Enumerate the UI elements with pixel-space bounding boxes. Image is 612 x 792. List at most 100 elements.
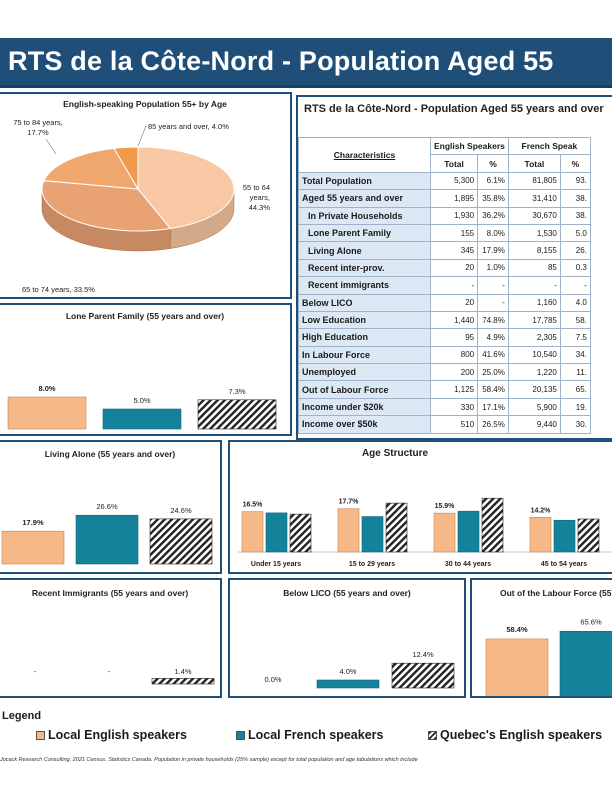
age-bar bbox=[289, 513, 312, 553]
age-bar bbox=[433, 512, 456, 553]
legend-item-french: Local French speakers bbox=[236, 728, 383, 742]
lone-parent-chart: 8.0% 5.0% 7.3% bbox=[7, 384, 277, 430]
cell-english-total: 1,895 bbox=[429, 189, 479, 208]
bar-label: 26.6% bbox=[96, 502, 118, 511]
table-row: In Labour Force 800 41.6% 10,540 34. bbox=[298, 345, 591, 365]
title-bar: RTS de la Côte-Nord - Population Aged 55 bbox=[0, 38, 612, 88]
legend-label-quebec: Quebec's English speakers bbox=[440, 728, 603, 742]
age-bar bbox=[481, 497, 504, 553]
recent-immigrants-chart: - - 1.4% bbox=[34, 667, 215, 685]
age-bar bbox=[385, 502, 408, 553]
legend-swatch-english bbox=[36, 731, 45, 741]
table-header-french: French Speak bbox=[507, 136, 591, 156]
row-label: In Private Households bbox=[298, 206, 431, 225]
table-row: Out of Labour Force 1,125 58.4% 20,135 65. bbox=[298, 380, 591, 399]
age-category-label: 30 to 44 years bbox=[445, 561, 491, 568]
bar-label: - bbox=[34, 667, 37, 676]
cell-english-pct: 8.0% bbox=[477, 223, 509, 243]
cell-english-pct: 41.6% bbox=[477, 345, 509, 365]
age-bar bbox=[241, 511, 264, 553]
cell-english-total: 200 bbox=[429, 363, 479, 382]
age-category-label: 15 to 29 years bbox=[349, 561, 395, 568]
bar-label: 7.3% bbox=[228, 387, 245, 396]
stats-table-panel: RTS de la Côte-Nord - Population Aged 55… bbox=[296, 95, 612, 440]
table-row: Total Population 5,300 6.1% 81,805 93. bbox=[298, 171, 591, 191]
cell-english-total: 5,300 bbox=[429, 171, 479, 191]
age-category-label: Under 15 years bbox=[251, 561, 301, 568]
bar-label: 24.6% bbox=[170, 506, 192, 515]
legend-item-quebec: Quebec's English speakers bbox=[428, 728, 602, 742]
cell-english-pct: 1.0% bbox=[477, 258, 509, 278]
age-bar bbox=[529, 516, 552, 553]
table-row: Recent inter-prov. 20 1.0% 85 0.3 bbox=[298, 258, 591, 278]
cell-english-pct: 17.1% bbox=[477, 397, 509, 417]
bar-label: 4.0% bbox=[339, 667, 356, 676]
row-label: Recent immigrants bbox=[298, 276, 431, 295]
bar bbox=[391, 662, 455, 689]
pie-slice-side-shade bbox=[42, 189, 171, 251]
age-bar bbox=[577, 518, 600, 553]
cell-english-pct: 58.4% bbox=[477, 380, 509, 399]
lone-parent-panel: Lone Parent Family (55 years and over) 8… bbox=[0, 303, 292, 436]
age-bar-label: 17.7% bbox=[339, 499, 360, 506]
row-label: Income under $20k bbox=[298, 397, 431, 417]
pie-slice bbox=[43, 147, 139, 190]
cell-english-total: - bbox=[429, 276, 479, 295]
cell-french-pct: 0.3 bbox=[559, 258, 591, 278]
bar bbox=[7, 396, 87, 430]
bar bbox=[485, 638, 549, 696]
row-label: Total Population bbox=[298, 171, 431, 191]
cell-french-pct: 58. bbox=[559, 310, 591, 330]
stats-table: Characteristics English Speakers French Sp… bbox=[298, 136, 591, 434]
pie-label: 55 to 64 bbox=[243, 183, 270, 192]
cell-english-pct: 6.1% bbox=[477, 171, 509, 191]
recent-immigrants-title: Recent Immigrants (55 years and over) bbox=[31, 588, 189, 598]
cell-french-total: 17,785 bbox=[507, 310, 561, 330]
cell-english-total: 800 bbox=[429, 345, 479, 365]
table-header-characteristics: Characteristics bbox=[298, 137, 431, 173]
pie-label: 17.7% bbox=[27, 128, 49, 137]
table-row: Low Education 1,440 74.8% 17,785 58. bbox=[298, 310, 591, 330]
row-label: Below LICO bbox=[298, 293, 431, 312]
recent-immigrants-panel: Recent Immigrants (55 years and over) --… bbox=[0, 578, 222, 698]
table-subheader: % bbox=[477, 154, 509, 173]
pie-title: English-speaking Population 55+ by Age bbox=[63, 99, 227, 109]
cell-french-pct: 4.0 bbox=[559, 293, 591, 312]
cell-english-total: 1,125 bbox=[429, 380, 479, 399]
age-bar-label: 14.2% bbox=[531, 507, 552, 514]
out-of-labour-title: Out of the Labour Force (55 bbox=[500, 588, 612, 598]
cell-french-pct: 5.0 bbox=[559, 223, 591, 243]
table-row: Below LICO 20-1,160 4.0 bbox=[298, 293, 591, 312]
row-label: Lone Parent Family bbox=[298, 223, 431, 243]
bar bbox=[1, 530, 65, 565]
cell-french-total: 1,220 bbox=[507, 363, 561, 382]
living-alone-chart: 17.9% 26.6% 24.6% bbox=[1, 502, 213, 565]
table-subheader: Total bbox=[507, 154, 561, 173]
pie-label: 65 to 74 years, 33.5% bbox=[22, 285, 95, 294]
row-label: High Education bbox=[298, 328, 431, 347]
cell-french-pct: 38. bbox=[559, 206, 591, 225]
age-bar-label: 15.9% bbox=[435, 503, 456, 510]
bar bbox=[197, 399, 277, 430]
cell-french-total: - bbox=[507, 276, 561, 295]
living-alone-panel: Living Alone (55 years and over) 17.9% 26… bbox=[0, 440, 222, 574]
page-title: RTS de la Côte-Nord - Population Aged 55 bbox=[8, 46, 554, 76]
pie-label: 44.3% bbox=[249, 203, 271, 212]
age-bar-label: 16.5% bbox=[243, 502, 264, 509]
table-header-english: English Speakers bbox=[430, 136, 509, 156]
bar-label: 58.4% bbox=[506, 625, 528, 634]
legend-label-french: Local French speakers bbox=[248, 728, 384, 742]
cell-english-pct: - bbox=[477, 293, 509, 312]
age-structure-title: Age Structure bbox=[361, 448, 429, 459]
bar-label: 12.4% bbox=[412, 650, 434, 659]
pie-slice bbox=[41, 180, 172, 232]
lone-parent-title: Lone Parent Family (55 years and over) bbox=[65, 311, 225, 321]
cell-english-pct: 26.5% bbox=[477, 415, 509, 434]
age-bar bbox=[337, 508, 360, 553]
cell-french-total: 10,540 bbox=[507, 345, 561, 365]
cell-english-total: 20 bbox=[429, 293, 479, 312]
cell-english-total: 155 bbox=[429, 223, 479, 243]
cell-french-total: 8,155 bbox=[507, 241, 561, 260]
table-row: Lone Parent Family 155 8.0% 1,530 5.0 bbox=[298, 223, 591, 243]
